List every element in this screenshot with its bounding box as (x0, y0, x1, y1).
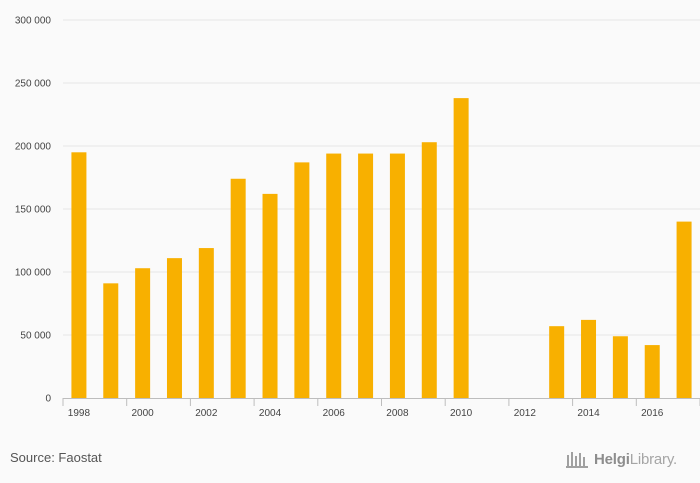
bar-chart: 0 50 000 100 000 150 000 200 000 250 000 300 0… (15, 16, 700, 419)
x-tick-label: 2002 (195, 408, 218, 419)
bar[interactable] (549, 326, 565, 398)
y-tick-label: 200 000 (15, 142, 52, 153)
x-tick-label: 2000 (132, 408, 155, 419)
brand-logo[interactable]: Helgi Library. (566, 450, 677, 468)
bar[interactable] (103, 283, 119, 398)
x-tick-label: 1998 (68, 408, 91, 419)
x-tick-label: 2008 (386, 408, 409, 419)
brand-name-part1: Helgi (594, 450, 630, 468)
bar[interactable] (71, 152, 87, 398)
x-tick-label: 2010 (450, 408, 473, 419)
helgi-library-logo-icon (566, 452, 588, 468)
x-tick-label: 2012 (514, 408, 537, 419)
grid-lines (63, 19, 700, 336)
y-tick-label: 0 (45, 394, 51, 405)
x-tick-label: 2006 (323, 408, 346, 419)
bar[interactable] (644, 345, 660, 398)
x-tick-label: 2004 (259, 408, 282, 419)
bar[interactable] (421, 142, 437, 398)
bar[interactable] (166, 258, 182, 398)
y-tick-label: 250 000 (15, 79, 52, 90)
y-tick-label: 100 000 (15, 268, 52, 279)
y-tick-label: 50 000 (20, 331, 51, 342)
bar[interactable] (612, 336, 628, 398)
y-axis-labels: 0 50 000 100 000 150 000 200 000 250 000 300 0… (15, 16, 52, 405)
x-tick-label: 2016 (641, 408, 664, 419)
bar[interactable] (676, 221, 692, 398)
brand-name-part2: Library. (629, 450, 678, 468)
bar[interactable] (262, 193, 278, 398)
y-tick-label: 150 000 (15, 205, 52, 216)
bars (71, 98, 692, 399)
bar[interactable] (326, 153, 342, 398)
bar[interactable] (294, 162, 310, 398)
x-axis: 1998 2000 2002 2004 2006 2008 2010 2012 2014 2016 (62, 398, 700, 419)
bar[interactable] (198, 248, 214, 398)
bar[interactable] (358, 153, 374, 398)
y-tick-label: 300 000 (15, 16, 52, 27)
bar[interactable] (389, 153, 405, 398)
x-tick-label: 2014 (577, 408, 600, 419)
bar[interactable] (135, 268, 151, 398)
bar[interactable] (453, 98, 469, 399)
bar[interactable] (230, 178, 246, 398)
bar[interactable] (581, 319, 597, 398)
source-note: Source: Faostat (10, 450, 102, 465)
